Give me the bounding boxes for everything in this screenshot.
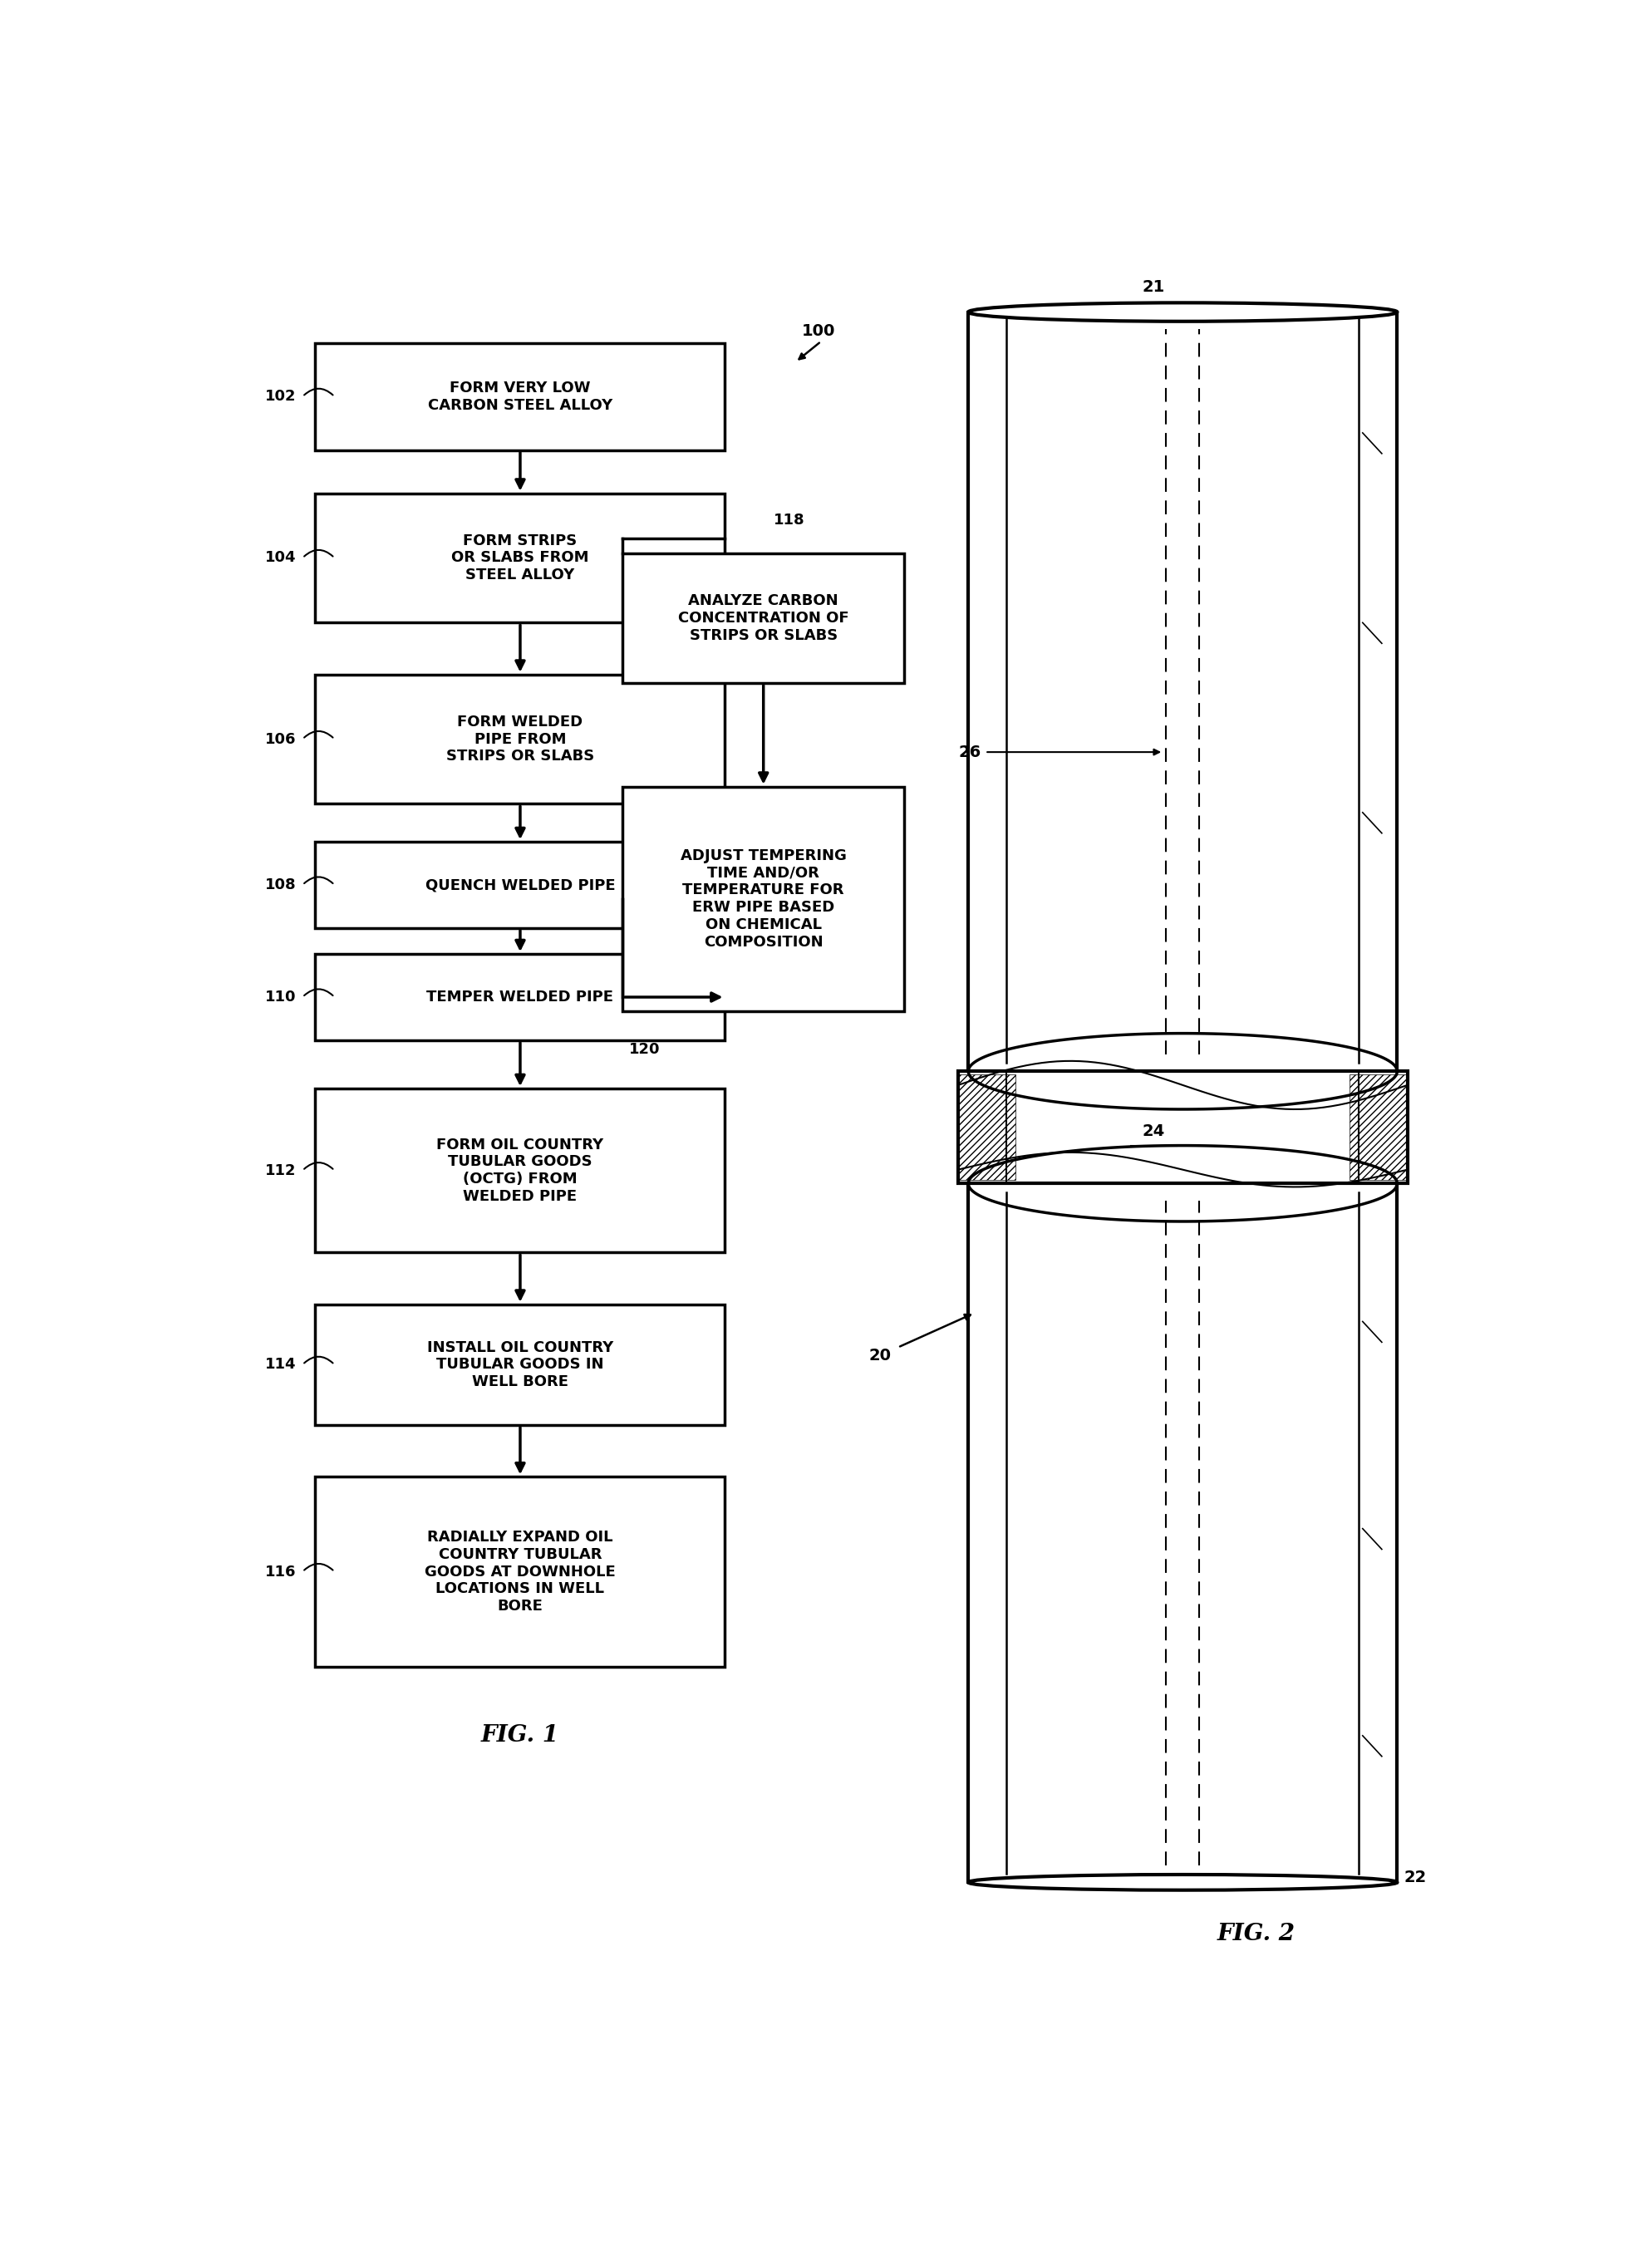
Ellipse shape xyxy=(968,1873,1398,1889)
FancyBboxPatch shape xyxy=(316,955,725,1040)
FancyBboxPatch shape xyxy=(316,1477,725,1667)
Text: 20: 20 xyxy=(869,1349,892,1365)
Text: 100: 100 xyxy=(801,323,836,338)
Text: 108: 108 xyxy=(264,878,296,892)
Text: 116: 116 xyxy=(264,1564,296,1580)
Text: 24: 24 xyxy=(1143,1123,1165,1141)
Text: FORM OIL COUNTRY
TUBULAR GOODS
(OCTG) FROM
WELDED PIPE: FORM OIL COUNTRY TUBULAR GOODS (OCTG) FR… xyxy=(436,1136,603,1203)
Text: QUENCH WELDED PIPE: QUENCH WELDED PIPE xyxy=(425,878,615,892)
Text: 112: 112 xyxy=(264,1163,296,1179)
Text: FORM VERY LOW
CARBON STEEL ALLOY: FORM VERY LOW CARBON STEEL ALLOY xyxy=(428,381,613,412)
Text: 104: 104 xyxy=(264,551,296,565)
FancyBboxPatch shape xyxy=(623,554,904,684)
FancyBboxPatch shape xyxy=(316,1304,725,1425)
FancyBboxPatch shape xyxy=(958,1071,1408,1183)
Text: FORM STRIPS
OR SLABS FROM
STEEL ALLOY: FORM STRIPS OR SLABS FROM STEEL ALLOY xyxy=(451,533,588,583)
FancyBboxPatch shape xyxy=(316,675,725,805)
Text: TEMPER WELDED PIPE: TEMPER WELDED PIPE xyxy=(426,991,613,1004)
Text: 22: 22 xyxy=(1404,1869,1426,1885)
Text: FORM WELDED
PIPE FROM
STRIPS OR SLABS: FORM WELDED PIPE FROM STRIPS OR SLABS xyxy=(446,715,595,764)
Text: FIG. 1: FIG. 1 xyxy=(481,1723,560,1748)
FancyBboxPatch shape xyxy=(316,493,725,623)
FancyBboxPatch shape xyxy=(316,1089,725,1253)
Text: 21: 21 xyxy=(1143,280,1165,296)
FancyBboxPatch shape xyxy=(316,843,725,928)
Text: 110: 110 xyxy=(264,991,296,1004)
Text: 102: 102 xyxy=(264,390,296,403)
Text: FIG. 2: FIG. 2 xyxy=(1218,1923,1295,1945)
Text: 118: 118 xyxy=(773,513,805,529)
FancyBboxPatch shape xyxy=(316,343,725,450)
Text: 120: 120 xyxy=(629,1042,661,1058)
FancyBboxPatch shape xyxy=(623,787,904,1011)
Text: INSTALL OIL COUNTRY
TUBULAR GOODS IN
WELL BORE: INSTALL OIL COUNTRY TUBULAR GOODS IN WEL… xyxy=(426,1340,613,1389)
Text: ADJUST TEMPERING
TIME AND/OR
TEMPERATURE FOR
ERW PIPE BASED
ON CHEMICAL
COMPOSIT: ADJUST TEMPERING TIME AND/OR TEMPERATURE… xyxy=(681,847,846,950)
Text: 114: 114 xyxy=(264,1358,296,1371)
Text: 106: 106 xyxy=(264,731,296,746)
Text: ANALYZE CARBON
CONCENTRATION OF
STRIPS OR SLABS: ANALYZE CARBON CONCENTRATION OF STRIPS O… xyxy=(677,594,849,643)
Text: RADIALLY EXPAND OIL
COUNTRY TUBULAR
GOODS AT DOWNHOLE
LOCATIONS IN WELL
BORE: RADIALLY EXPAND OIL COUNTRY TUBULAR GOOD… xyxy=(425,1531,616,1614)
Text: 26: 26 xyxy=(958,744,981,760)
Ellipse shape xyxy=(968,303,1398,320)
